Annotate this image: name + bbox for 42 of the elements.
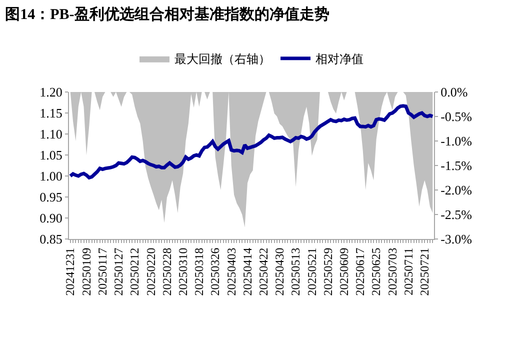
x-tick-label: 20250422 <box>256 248 270 296</box>
x-tick-label: 20250711 <box>401 248 416 296</box>
x-tick-label: 20250609 <box>336 248 351 296</box>
y-tick-label: 1.15 <box>40 106 62 121</box>
x-tick-label: 20250326 <box>208 248 222 296</box>
x-tick-label: 20250430 <box>272 248 287 296</box>
x-tick-label: 20250127 <box>112 248 126 296</box>
chart-title: 图14：PB-盈利优选组合相对基准指数的净值走势 <box>5 6 330 24</box>
y2-tick-label: -0.5% <box>440 109 472 124</box>
y-tick-label: 1.05 <box>40 148 62 163</box>
x-tick-label: 20250318 <box>192 248 206 296</box>
x-tick-label: 20250228 <box>160 248 174 296</box>
y-tick-label: 1.00 <box>40 168 62 184</box>
x-tick-label: 20250212 <box>128 248 142 296</box>
x-tick-label: 20250529 <box>320 248 335 296</box>
y2-tick-label: -1.5% <box>440 158 472 174</box>
x-tick-label: 20250721 <box>418 248 432 296</box>
x-tick-label: 20250617 <box>353 248 368 296</box>
x-tick-label: 20250403 <box>224 248 238 296</box>
x-tick-label: 20250513 <box>288 248 303 296</box>
legend-label: 最大回撤（右轴） <box>174 52 270 66</box>
y-tick-label: 1.20 <box>40 84 62 100</box>
y2-tick-label: -2.0% <box>440 182 472 198</box>
x-tick-label: 20241231 <box>63 248 78 296</box>
y-tick-label: 0.95 <box>40 190 62 205</box>
x-tick-label: 20250521 <box>304 248 319 296</box>
x-tick-label: 20250220 <box>144 248 158 296</box>
y-tick-label: 0.90 <box>40 210 62 226</box>
y-tick-label: 1.10 <box>40 126 62 142</box>
y2-tick-label: -2.5% <box>440 207 472 222</box>
y2-tick-label: -1.0% <box>440 134 472 149</box>
x-tick-label: 20250117 <box>95 248 110 296</box>
x-tick-label: 20250625 <box>369 248 384 296</box>
y-tick-label: 0.85 <box>40 232 62 247</box>
y2-tick-label: 0.0% <box>440 84 468 100</box>
x-tick-label: 20250109 <box>79 248 94 296</box>
y2-tick-label: -3.0% <box>440 232 472 247</box>
legend-label: 相对净值 <box>316 52 364 66</box>
x-tick-label: 20250703 <box>385 248 400 296</box>
x-tick-label: 20250414 <box>240 248 254 296</box>
line-series <box>69 104 434 180</box>
x-tick-label: 20250310 <box>176 248 190 296</box>
